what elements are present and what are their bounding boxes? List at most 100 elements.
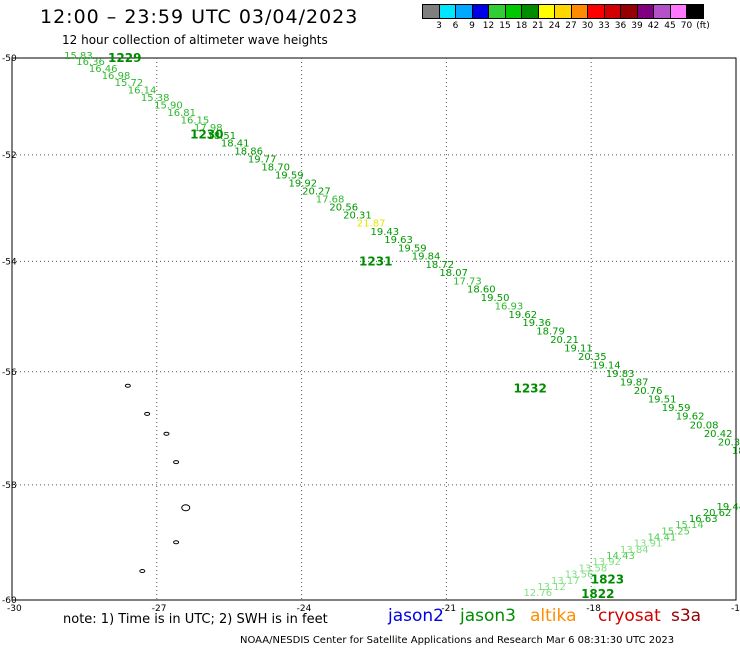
island-outline (173, 460, 180, 465)
island-outline (181, 504, 191, 512)
wave-height-value: 18.60 (467, 285, 496, 296)
wave-height-value: 19.83 (606, 369, 635, 380)
wave-height-value: 19.59 (398, 243, 427, 254)
wave-height-value: 13.12 (537, 582, 566, 593)
wave-height-value: 20.27 (302, 186, 331, 197)
wave-height-value: 19.63 (384, 235, 413, 246)
wave-height-value: 20.38 (718, 438, 740, 449)
wave-height-value: 19.51 (648, 395, 677, 406)
wave-height-value: 16.98 (102, 71, 131, 82)
time-stamp-label: 1823 (591, 572, 624, 586)
wave-height-value: 13.92 (592, 557, 621, 568)
wave-height-value: 15.14 (675, 520, 704, 531)
wave-height-value: 18.51 (207, 131, 236, 142)
wave-height-value: 18.70 (261, 162, 290, 173)
wave-height-value: 18.41 (221, 139, 250, 150)
longitude-label: -30 (7, 604, 22, 614)
grid-lines (12, 58, 736, 600)
wave-height-value: 20.31 (343, 211, 372, 222)
map-subtitle: 12 hour collection of altimeter wave hei… (62, 33, 328, 47)
color-scale-label: 9 (469, 21, 475, 31)
color-scale-unit: (ft) (696, 21, 710, 31)
wave-height-value: 18.91 (732, 446, 740, 457)
island-outline (163, 431, 170, 436)
wave-height-value: 19.62 (676, 412, 705, 423)
wave-height-value: 19.11 (564, 344, 593, 355)
color-scale-label: 39 (631, 21, 643, 31)
color-scale-label: 3 (436, 21, 442, 31)
altimeter-track-descending: 15.8316.3616.4616.9815.7216.1415.3815.90… (64, 51, 740, 457)
wave-height-value: 20.76 (634, 386, 663, 397)
wave-height-value: 13.91 (634, 539, 663, 550)
color-scale-label: 21 (532, 21, 544, 31)
map-title: 12:00 – 23:59 UTC 03/04/2023 (40, 6, 359, 28)
wave-height-value: 16.81 (167, 108, 196, 119)
color-scale-label: 24 (548, 21, 561, 31)
wave-height-value: 16.36 (76, 57, 105, 68)
wave-height-value: 12.76 (523, 588, 552, 599)
wave-height-value: 15.38 (141, 93, 170, 104)
wave-height-value: 19.50 (481, 293, 510, 304)
time-stamp-label: 1232 (513, 382, 546, 396)
wave-height-value: 13.58 (579, 563, 608, 574)
latitude-label: -54 (2, 257, 17, 267)
color-scale-label: 6 (452, 21, 459, 31)
satellite-name-jason2: jason2 (388, 606, 444, 626)
wave-height-value: 20.35 (578, 352, 607, 363)
color-scale-label: 30 (581, 21, 594, 31)
wave-height-value: 14.41 (648, 533, 677, 544)
wave-height-value: 21.87 (357, 219, 386, 230)
wave-height-value: 20.42 (704, 429, 733, 440)
wave-height-value: 17.73 (453, 276, 482, 287)
satellite-name-s3a: s3a (671, 606, 702, 626)
color-scale-label: 70 (680, 21, 693, 31)
wave-height-value: 15.83 (64, 51, 93, 62)
color-scale-labels: 3 6 9 12 15 18 21 24 27 30 33 36 39 42 45 70 (ft) (422, 19, 734, 33)
wave-height-value: 19.84 (412, 252, 441, 263)
wave-height-value: 13.84 (620, 545, 649, 556)
island-outline (139, 569, 146, 574)
wave-height-value: 16.93 (495, 301, 524, 312)
color-swatches (422, 4, 734, 19)
island-outline (144, 411, 151, 416)
wave-height-value: 19.92 (289, 178, 318, 189)
wave-height-value: 18.72 (426, 260, 455, 271)
wave-height-value: 19.87 (620, 378, 649, 389)
time-stamp-label: 1230 (190, 127, 223, 141)
wave-height-value: 16.46 (89, 64, 118, 75)
wave-height-value: 20.21 (550, 335, 579, 346)
wave-height-value: 15.72 (115, 78, 144, 89)
footer-note: note: 1) Time is in UTC; 2) SWH is in fe… (63, 612, 328, 627)
wave-height-value: 19.62 (509, 310, 538, 321)
wave-height-value: 18.07 (439, 268, 468, 279)
color-swatch (686, 4, 704, 19)
wave-height-value: 14.43 (606, 551, 635, 562)
wave-height-value: 13.17 (551, 576, 580, 587)
latitude-label: -52 (2, 151, 17, 161)
latitude-label: -60 (2, 596, 17, 606)
wave-height-value: 18.79 (536, 327, 565, 338)
wave-height-value: 17.68 (316, 194, 345, 205)
wave-height-value: 19.44 (717, 502, 740, 513)
island-outline (124, 383, 131, 388)
latitude-labels: -50 -52 -54 -56 -58 -60 (2, 54, 17, 606)
map-frame (11, 57, 737, 601)
longitude-label: -27 (152, 604, 167, 614)
wave-height-value: 15.90 (154, 100, 183, 111)
color-scale-label: 33 (598, 21, 610, 31)
altimeter-track-ascending: 12.7613.1213.1713.5613.5813.9214.4313.84… (523, 502, 740, 601)
island-outlines (124, 383, 191, 574)
wave-height-value: 20.56 (329, 202, 358, 213)
wave-height-value: 18.86 (234, 147, 263, 158)
wave-height-value: 20.08 (690, 420, 719, 431)
longitude-label: -21 (441, 604, 456, 614)
wave-height-value: 19.14 (592, 361, 621, 372)
longitude-label: -15 (731, 604, 740, 614)
wave-height-value: 15.25 (661, 526, 690, 537)
color-scale-label: 18 (515, 21, 528, 31)
color-scale-label: 45 (664, 21, 676, 31)
time-stamp-label: 1822 (581, 587, 614, 601)
wave-height-value: 13.56 (565, 570, 594, 581)
wave-height-value: 19.43 (371, 227, 400, 238)
